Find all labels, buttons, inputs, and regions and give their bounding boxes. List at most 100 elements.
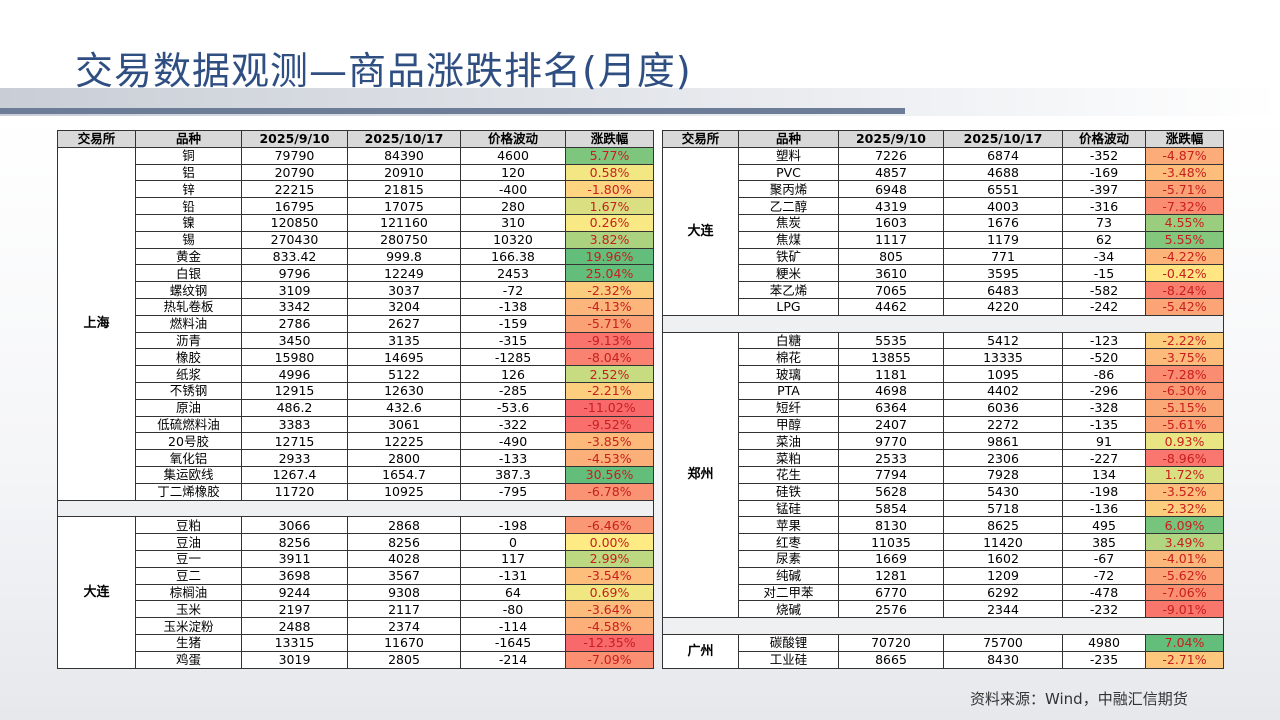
cell: 4003 (943, 197, 1063, 215)
cell: 11720 (241, 482, 348, 501)
table-row: PVC 4857 4688 -169 -3.48% (663, 163, 1224, 182)
table-row: 锡 270430 280750 10320 3.82% (58, 230, 654, 249)
change-pct-cell: 5.77% (565, 146, 654, 165)
change-pct-cell: -2.32% (1145, 499, 1224, 518)
cell: -285 (460, 381, 566, 400)
table-row: 豆一 3911 4028 117 2.99% (58, 549, 654, 568)
table-row: 郑州 白糖 5535 5412 -123 -2.22% (662, 331, 1224, 619)
table-row: 玻璃 1181 1095 -86 -7.28% (663, 365, 1224, 383)
cell: -316 (1062, 197, 1146, 215)
cell: -34 (1062, 247, 1146, 266)
cell: -400 (460, 180, 566, 199)
cell: 0 (460, 533, 566, 551)
cell: -490 (460, 432, 566, 451)
header-stripe (0, 108, 905, 114)
table-row: 锰硅 5854 5718 -136 -2.32% (663, 499, 1224, 518)
source-note: 资料来源：Wind，中融汇信期货 (970, 690, 1188, 708)
change-pct-cell: 7.04% (1145, 633, 1224, 652)
cell: 13855 (838, 348, 944, 367)
change-pct-cell: -9.13% (565, 331, 654, 350)
cell: 黄金 (135, 247, 242, 266)
cell: 尿素 (738, 549, 839, 568)
cell: 4220 (943, 297, 1063, 316)
cell: 9796 (241, 264, 348, 283)
table-row: 纸浆 4996 5122 126 2.52% (58, 365, 654, 383)
cell: 集运欧线 (135, 465, 242, 484)
cell: 锰硅 (738, 499, 839, 518)
table-row: 烧碱 2576 2344 -232 -9.01% (663, 600, 1224, 619)
table-row: 铁矿 805 771 -34 -4.22% (663, 247, 1224, 266)
cell: 烧碱 (738, 600, 839, 619)
table-row: 玉米淀粉 2488 2374 -114 -4.58% (58, 617, 654, 635)
cell: 3037 (347, 281, 461, 299)
cell: 7065 (838, 281, 944, 299)
change-pct-cell: -4.53% (565, 449, 654, 467)
cell: 79790 (241, 146, 348, 165)
cell: 硅铁 (738, 482, 839, 501)
column-header: 2025/10/17 (943, 130, 1063, 148)
cell: 7928 (943, 465, 1063, 484)
cell: 6948 (838, 180, 944, 199)
change-pct-cell: -7.32% (1145, 197, 1224, 215)
change-pct-cell: 4.55% (1145, 213, 1224, 232)
cell: 12630 (347, 381, 461, 400)
cell: -232 (1062, 600, 1146, 619)
cell: 8256 (347, 533, 461, 551)
title: 交易数据观测—商品涨跌排名(月度) (75, 49, 692, 93)
cell: -214 (460, 650, 566, 669)
cell: 4462 (838, 297, 944, 316)
cell: 120850 (241, 213, 348, 232)
cell: 6364 (838, 398, 944, 417)
change-pct-cell: 25.04% (565, 264, 654, 283)
cell: 5122 (347, 365, 461, 383)
cell: 2453 (460, 264, 566, 283)
table-row: 菜粕 2533 2306 -227 -8.96% (663, 449, 1224, 467)
change-pct-cell: -3.54% (565, 566, 654, 585)
change-pct-cell: -5.71% (565, 314, 654, 333)
change-pct-cell: -2.21% (565, 381, 654, 400)
cell: 3567 (347, 566, 461, 585)
cell: -72 (460, 281, 566, 299)
table-row: 甲醇 2407 2272 -135 -5.61% (663, 415, 1224, 434)
cell: 苹果 (738, 516, 839, 535)
cell: -86 (1062, 365, 1146, 383)
table-row: 豆油 8256 8256 0 0.00% (58, 533, 654, 551)
cell: 花生 (738, 465, 839, 484)
cell: 2786 (241, 314, 348, 333)
cell: 10320 (460, 230, 566, 249)
change-pct-cell: -7.28% (1145, 365, 1224, 383)
change-pct-cell: 0.93% (1145, 432, 1224, 451)
cell: 5412 (943, 331, 1063, 350)
cell: 11420 (943, 533, 1063, 551)
cell: 805 (838, 247, 944, 266)
cell: 粳米 (738, 264, 839, 283)
cell: 5535 (838, 331, 944, 350)
change-pct-cell: -0.42% (1145, 264, 1224, 283)
table-row: 玉米 2197 2117 -80 -3.64% (58, 600, 654, 619)
cell: 2306 (943, 449, 1063, 467)
cell: 6036 (943, 398, 1063, 417)
cell: 6551 (943, 180, 1063, 199)
cell: 螺纹钢 (135, 281, 242, 299)
cell: 燃料油 (135, 314, 242, 333)
table-row: 纯碱 1281 1209 -72 -5.62% (663, 566, 1224, 585)
column-header: 2025/9/10 (838, 130, 944, 148)
cell: 2533 (838, 449, 944, 467)
change-pct-cell: -4.01% (1145, 549, 1224, 568)
change-pct-cell: -6.78% (565, 482, 654, 501)
spacer-cell (57, 499, 654, 518)
cell: 豆油 (135, 533, 242, 551)
cell: 4402 (943, 381, 1063, 400)
change-pct-cell: -2.22% (1145, 331, 1224, 350)
cell: 73 (1062, 213, 1146, 232)
cell: 氧化铝 (135, 449, 242, 467)
cell: -227 (1062, 449, 1146, 467)
change-pct-cell: -7.09% (565, 650, 654, 669)
column-header: 价格波动 (1062, 130, 1146, 148)
cell: 2117 (347, 600, 461, 619)
change-pct-cell: -9.52% (565, 415, 654, 434)
spacer-cell (662, 314, 1224, 333)
cell: 2805 (347, 650, 461, 669)
cell: 4688 (943, 163, 1063, 182)
